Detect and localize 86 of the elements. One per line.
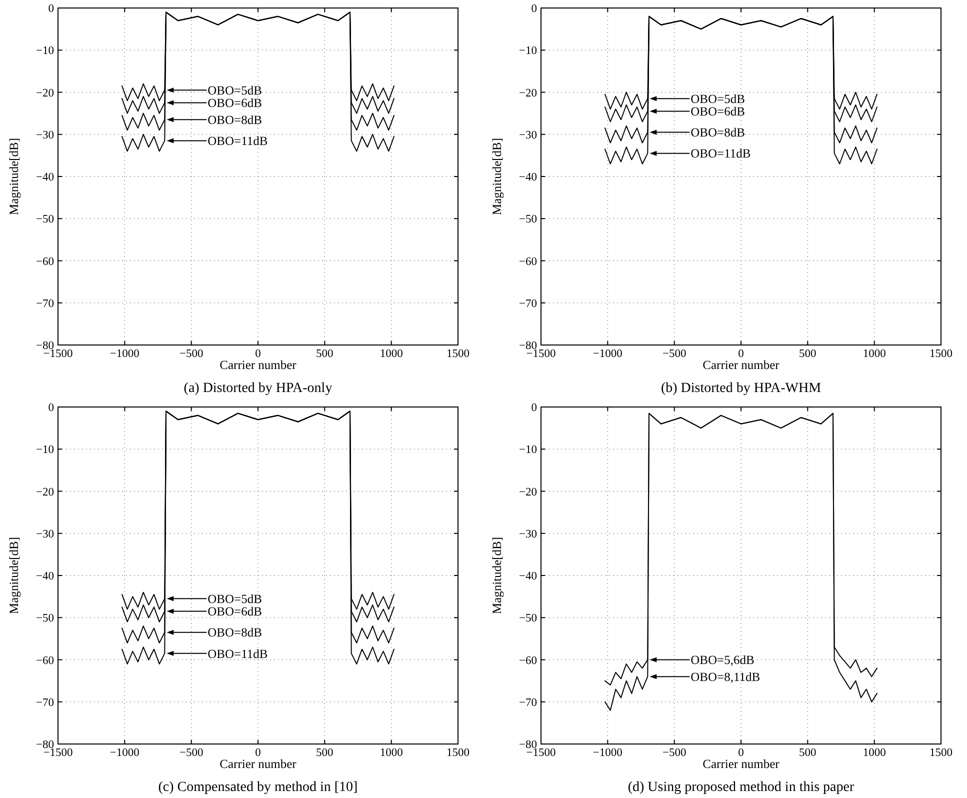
y-tick-label: −10 (36, 45, 54, 58)
annotation: OBO=5dB (690, 92, 745, 106)
x-tick-label: 1000 (862, 747, 886, 759)
x-tick-label: −1500 (526, 348, 556, 360)
y-tick-label: −30 (519, 528, 538, 540)
x-tick-label: −500 (662, 348, 686, 360)
y-tick-label: −40 (519, 570, 538, 583)
annotation: OBO=11dB (208, 134, 268, 148)
x-tick-label: −1000 (592, 747, 623, 759)
x-axis-title: Carrier number (702, 358, 780, 372)
y-tick-label: −20 (36, 486, 54, 498)
x-tick-label: −500 (179, 747, 204, 759)
y-axis-title: Magnitude[dB] (490, 536, 504, 614)
y-tick-label: −10 (36, 444, 54, 456)
annotation: OBO=5dB (208, 84, 262, 98)
y-tick-label: −10 (519, 45, 538, 58)
y-tick-label: 0 (48, 3, 54, 16)
x-tick-label: 1000 (380, 348, 404, 360)
x-tick-label: −1500 (43, 348, 73, 360)
annotation: OBO=6dB (208, 96, 262, 110)
y-tick-label: −40 (519, 172, 538, 184)
x-tick-label: 1000 (862, 348, 886, 360)
annotation: OBO=8,11dB (690, 670, 760, 684)
annotation: OBO=6dB (690, 104, 745, 119)
annotation: OBO=8dB (690, 126, 745, 140)
y-tick-label: −30 (36, 129, 54, 142)
x-axis-title: Carrier number (702, 757, 780, 771)
y-tick-label: −30 (36, 528, 54, 540)
y-tick-label: −60 (36, 256, 54, 268)
x-tick-label: −1500 (526, 747, 556, 759)
y-tick-label: −50 (36, 214, 54, 226)
y-tick-label: −50 (519, 214, 538, 226)
x-tick-label: −1000 (110, 747, 140, 759)
text: (b) Distorted by HPA-WHM (660, 381, 822, 396)
y-tick-label: −70 (519, 298, 538, 310)
y-axis-title: Magnitude[dB] (7, 536, 21, 614)
y-tick-label: −20 (36, 87, 54, 100)
y-tick-label: −40 (36, 172, 54, 184)
x-axis-title: Carrier number (220, 358, 298, 372)
x-tick-label: −1000 (592, 348, 623, 360)
x-tick-label: −1000 (110, 348, 140, 360)
annotation: OBO=5dB (208, 592, 262, 606)
annotation: OBO=8dB (208, 113, 262, 128)
annotation: OBO=8dB (208, 626, 262, 640)
y-tick-label: −70 (36, 298, 54, 310)
annotation: OBO=5,6dB (690, 653, 754, 668)
text: (d) Using proposed method in this paper (628, 780, 854, 795)
y-tick-label: −20 (519, 486, 538, 498)
y-tick-label: −40 (36, 570, 54, 583)
y-tick-label: −60 (519, 256, 538, 268)
x-tick-label: 500 (316, 747, 334, 759)
x-tick-label: 500 (799, 747, 817, 759)
x-tick-label: 500 (799, 348, 817, 360)
y-axis-title: Magnitude[dB] (7, 138, 21, 216)
y-axis-title: Magnitude[dB] (490, 138, 504, 216)
y-tick-label: −30 (519, 129, 538, 142)
x-tick-label: 500 (316, 348, 334, 360)
x-tick-label: −500 (662, 747, 686, 759)
y-tick-label: −50 (36, 612, 54, 625)
text: (a) Distorted by HPA-only (184, 381, 332, 396)
x-tick-label: 0 (738, 348, 744, 360)
x-tick-label: 1000 (380, 747, 404, 759)
y-tick-label: −70 (36, 696, 54, 709)
x-tick-label: −1500 (43, 747, 73, 759)
x-tick-label: 1500 (446, 348, 470, 360)
y-tick-label: −50 (519, 612, 538, 625)
annotation: OBO=6dB (208, 604, 262, 619)
x-tick-label: 0 (255, 747, 262, 759)
x-tick-label: −500 (179, 348, 204, 360)
x-tick-label: 0 (738, 747, 744, 759)
text: (c) Compensated by method in [10] (158, 780, 358, 795)
y-tick-label: 0 (48, 402, 54, 414)
y-tick-label: −60 (36, 654, 54, 667)
x-tick-label: 1500 (446, 747, 470, 759)
y-tick-label: −60 (519, 654, 538, 667)
annotation: OBO=11dB (690, 146, 751, 161)
x-tick-label: 0 (255, 348, 262, 360)
y-tick-label: 0 (531, 402, 538, 414)
x-axis-title: Carrier number (220, 757, 298, 771)
x-tick-label: 1500 (930, 348, 953, 360)
y-tick-label: 0 (531, 3, 538, 16)
y-tick-label: −10 (519, 444, 538, 456)
y-tick-label: −70 (519, 696, 538, 709)
y-tick-label: −20 (519, 87, 538, 100)
x-tick-label: 1500 (930, 747, 953, 759)
annotation: OBO=11dB (208, 646, 268, 661)
